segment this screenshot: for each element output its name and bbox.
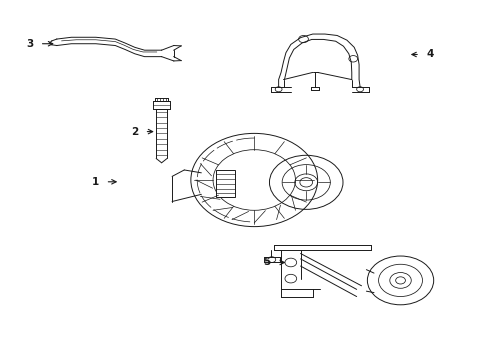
- Text: 4: 4: [425, 49, 432, 59]
- Text: 5: 5: [262, 257, 269, 267]
- Text: 2: 2: [131, 127, 138, 136]
- Text: 1: 1: [92, 177, 99, 187]
- Text: 3: 3: [26, 39, 34, 49]
- Bar: [216, 170, 235, 197]
